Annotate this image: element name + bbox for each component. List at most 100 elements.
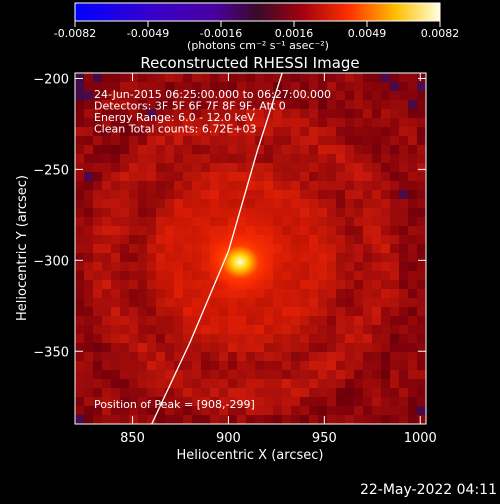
heatmap-cell — [408, 145, 418, 155]
heatmap-cell — [381, 307, 391, 317]
heatmap-cell — [84, 271, 94, 281]
heatmap-cell — [408, 154, 418, 164]
heatmap-cell — [345, 208, 355, 218]
heatmap-cell — [165, 397, 175, 407]
heatmap-cell — [219, 136, 229, 146]
heatmap-cell — [129, 100, 139, 110]
heatmap-cell — [390, 199, 400, 209]
heatmap-cell — [390, 280, 400, 290]
heatmap-cell — [102, 217, 112, 227]
heatmap-cell — [246, 136, 256, 146]
heatmap-cell — [300, 100, 310, 110]
heatmap-cell — [129, 352, 139, 362]
heatmap-cell — [381, 334, 391, 344]
heatmap-cell — [201, 91, 211, 101]
heatmap-cell — [327, 145, 337, 155]
heatmap-cell — [336, 91, 346, 101]
heatmap-cell — [120, 208, 130, 218]
heatmap-cell — [201, 145, 211, 155]
heatmap-cell — [111, 127, 121, 137]
heatmap-cell — [120, 334, 130, 344]
heatmap-cell — [309, 118, 319, 128]
heatmap-cell — [390, 379, 400, 389]
heatmap-cell — [138, 136, 148, 146]
heatmap-cell — [363, 190, 373, 200]
heatmap-cell — [147, 370, 157, 380]
heatmap-cell — [345, 199, 355, 209]
heatmap-cell — [147, 172, 157, 182]
heatmap-cell — [93, 136, 103, 146]
heatmap-cell — [372, 199, 382, 209]
heatmap-cell — [309, 82, 319, 92]
heatmap-cell — [417, 82, 426, 92]
heatmap-cell — [372, 217, 382, 227]
heatmap-cell — [309, 361, 319, 371]
heatmap-cell — [111, 100, 121, 110]
heatmap-cell — [282, 379, 292, 389]
heatmap-cell — [291, 73, 301, 83]
heatmap-cell — [75, 262, 85, 272]
heatmap-cell — [147, 127, 157, 137]
heatmap-cell — [309, 127, 319, 137]
heatmap-cell — [399, 154, 409, 164]
heatmap-cell — [165, 388, 175, 398]
heatmap-cell — [327, 361, 337, 371]
heatmap-cell — [381, 298, 391, 308]
x-tick-label: 900 — [216, 431, 241, 446]
heatmap-cell — [336, 352, 346, 362]
heatmap-cell — [345, 145, 355, 155]
heatmap-cell — [165, 118, 175, 128]
heatmap-cell — [300, 379, 310, 389]
heatmap-cell — [381, 280, 391, 290]
heatmap-cell — [408, 379, 418, 389]
heatmap-cell — [165, 73, 175, 83]
heatmap-cell — [363, 172, 373, 182]
heatmap-cell — [327, 109, 337, 119]
heatmap-cell — [147, 415, 157, 424]
heatmap-cell — [111, 289, 121, 299]
heatmap-cell — [399, 307, 409, 317]
heatmap-cell — [84, 73, 94, 83]
heatmap-cell — [408, 181, 418, 191]
heatmap-cell — [381, 415, 391, 424]
heatmap-cell — [381, 343, 391, 353]
heatmap-cell — [318, 352, 328, 362]
heatmap-cell — [381, 262, 391, 272]
heatmap-cell — [354, 208, 364, 218]
heatmap-cell — [381, 271, 391, 281]
heatmap-cell — [363, 253, 373, 263]
heatmap-cell — [120, 217, 130, 227]
heatmap-cell — [363, 397, 373, 407]
heatmap-cell — [309, 109, 319, 119]
heatmap-cell — [354, 73, 364, 83]
heatmap-cell — [219, 406, 229, 416]
heatmap-cell — [381, 118, 391, 128]
heatmap-cell — [93, 334, 103, 344]
heatmap-cell — [363, 325, 373, 335]
heatmap-cell — [75, 253, 85, 263]
heatmap-cell — [75, 289, 85, 299]
heatmap-cell — [129, 343, 139, 353]
heatmap-cell — [318, 343, 328, 353]
heatmap-cell — [399, 370, 409, 380]
heatmap-cell — [399, 226, 409, 236]
heatmap-cell — [354, 397, 364, 407]
heatmap-cell — [138, 163, 148, 173]
heatmap-cell — [327, 91, 337, 101]
heatmap-cell — [381, 208, 391, 218]
heatmap-cell — [372, 262, 382, 272]
heatmap-cell — [255, 136, 265, 146]
heatmap-cell — [75, 109, 85, 119]
heatmap-cell — [345, 181, 355, 191]
heatmap-cell — [120, 325, 130, 335]
y-tick-label: −300 — [33, 254, 69, 269]
heatmap-cell — [255, 370, 265, 380]
heatmap-cell — [399, 199, 409, 209]
heatmap-cell — [390, 388, 400, 398]
heatmap-cell — [318, 82, 328, 92]
heatmap-cell — [354, 244, 364, 254]
heatmap-cell — [354, 190, 364, 200]
heatmap-cell — [84, 379, 94, 389]
heatmap-cell — [156, 136, 166, 146]
heatmap-cell — [192, 388, 202, 398]
